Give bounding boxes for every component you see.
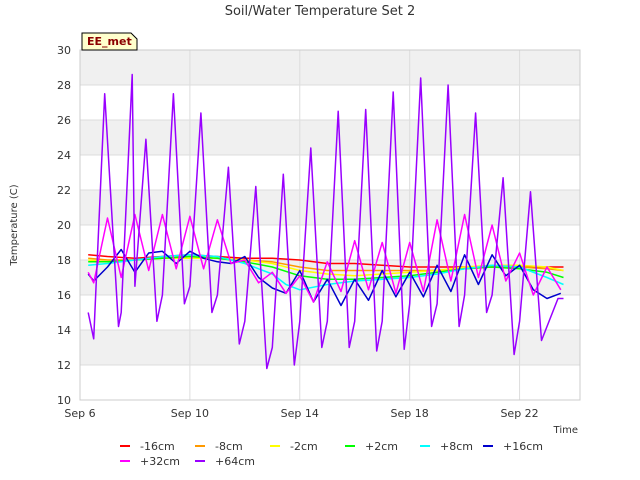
legend-item: -8cm: [195, 440, 243, 453]
legend-item: +64cm: [195, 455, 255, 468]
y-axis-label: Temperature (C): [9, 184, 20, 266]
band: [80, 120, 580, 155]
legend-item: +16cm: [483, 440, 543, 453]
y-tick-label: 30: [57, 44, 71, 57]
badge-box: [81, 32, 138, 51]
x-tick-label: Sep 6: [64, 407, 95, 420]
y-tick-label: 12: [57, 359, 71, 372]
grid: [79, 49, 581, 401]
legend-label: +2cm: [365, 440, 398, 453]
x-tick-label: Sep 14: [281, 407, 319, 420]
legend-label: +64cm: [215, 455, 255, 468]
y-tick-label: 14: [57, 324, 71, 337]
y-tick-label: 22: [57, 184, 71, 197]
band: [80, 50, 580, 85]
y-tick-label: 10: [57, 394, 71, 407]
y-axis-ticks: 10 12 14 16 18 20 22 24 26 28 30: [57, 44, 71, 407]
legend-label: -8cm: [215, 440, 243, 453]
x-axis-label: Time: [553, 425, 578, 436]
y-tick-label: 28: [57, 79, 71, 92]
series-line-+64cm: [87, 73, 564, 370]
y-tick-label: 18: [57, 254, 71, 267]
legend-item: -2cm: [270, 440, 318, 453]
x-axis-ticks: Sep 6 Sep 10 Sep 14 Sep 18 Sep 22: [64, 407, 538, 420]
x-tick-label: Sep 18: [391, 407, 429, 420]
y-tick-label: 26: [57, 114, 71, 127]
legend-label: +32cm: [140, 455, 180, 468]
legend-label: -2cm: [290, 440, 318, 453]
x-tick-label: Sep 10: [171, 407, 209, 420]
y-tick-label: 20: [57, 219, 71, 232]
y-tick-label: 24: [57, 149, 71, 162]
legend-item: +8cm: [420, 440, 473, 453]
band: [80, 330, 580, 365]
legend-label: -16cm: [140, 440, 175, 453]
plot-frame: [79, 49, 581, 401]
series-line-+32cm: [87, 213, 562, 303]
badge-label: EE_met: [87, 35, 132, 48]
series-lines: [87, 73, 564, 370]
y-tick-label: 16: [57, 289, 71, 302]
legend: -16cm -8cm -2cm +2cm +8cm +16cm +32cm +64cm: [120, 440, 543, 468]
legend-label: +16cm: [503, 440, 543, 453]
chart-title: Soil/Water Temperature Set 2: [225, 4, 416, 19]
series-line-+16cm: [87, 248, 562, 307]
legend-item: +2cm: [345, 440, 398, 453]
x-tick-label: Sep 22: [500, 407, 538, 420]
legend-item: -16cm: [120, 440, 175, 453]
legend-label: +8cm: [440, 440, 473, 453]
legend-item: +32cm: [120, 455, 180, 468]
site-badge: EE_met: [81, 32, 138, 51]
